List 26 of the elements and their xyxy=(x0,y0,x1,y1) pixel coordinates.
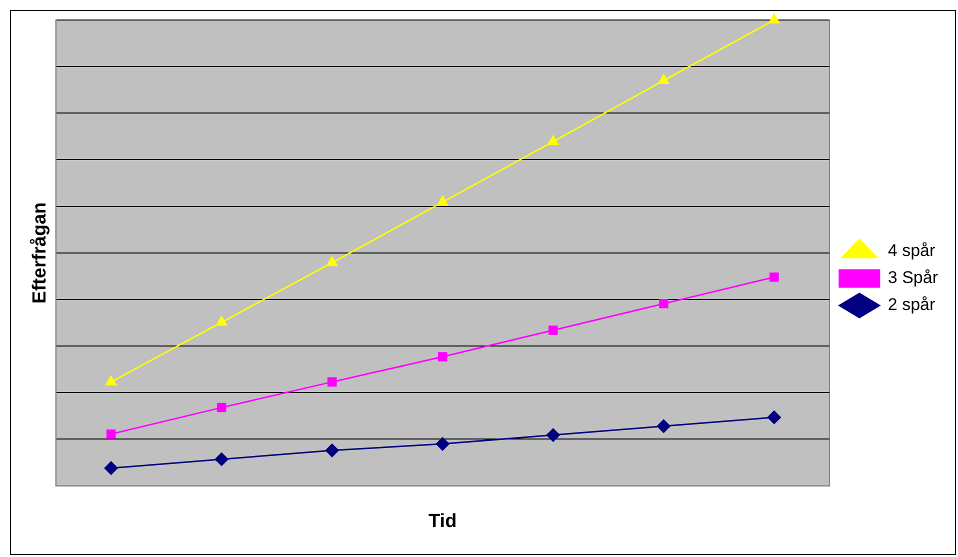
point xyxy=(659,299,668,308)
point xyxy=(325,444,339,458)
y-axis-title: Efterfrågan xyxy=(30,202,51,304)
point xyxy=(770,272,779,282)
point xyxy=(437,196,448,206)
point xyxy=(658,74,670,84)
point xyxy=(106,376,117,386)
point xyxy=(214,452,228,466)
legend-label: 3 Spår xyxy=(888,268,938,288)
legend-label: 4 spår xyxy=(888,241,936,260)
point xyxy=(768,14,780,24)
point xyxy=(548,326,558,335)
point xyxy=(546,428,560,442)
point xyxy=(326,256,338,266)
point xyxy=(656,419,670,433)
point xyxy=(436,437,450,451)
point xyxy=(216,402,226,412)
point xyxy=(438,352,448,362)
point xyxy=(216,316,228,326)
point xyxy=(106,429,116,439)
point xyxy=(548,135,559,146)
legend-label: 2 spår xyxy=(888,295,936,314)
point xyxy=(327,377,337,387)
point xyxy=(767,410,781,424)
x-axis-title: Tid xyxy=(428,510,457,532)
point xyxy=(104,461,118,475)
